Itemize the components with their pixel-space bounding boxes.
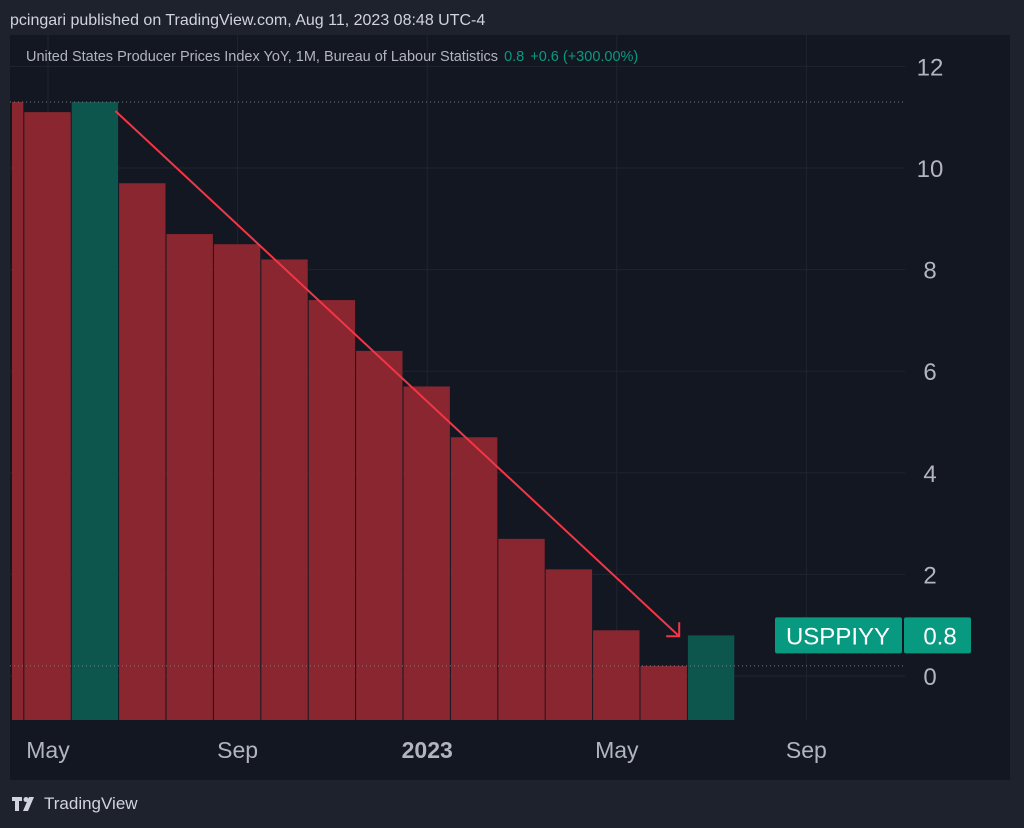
symbol-badge-label: USPPIYY	[786, 623, 890, 650]
bar-may-2023	[593, 630, 640, 720]
y-tick-label: 0	[923, 664, 936, 691]
bar-aug-2022	[166, 234, 213, 721]
bar-apr-2022	[12, 101, 24, 720]
bar-mar-2023	[498, 538, 545, 720]
legend-value: 0.8	[504, 49, 525, 65]
published-header: pcingari published on TradingView.com, A…	[10, 12, 486, 29]
footer-brand: TradingView	[44, 794, 138, 813]
bar-jun-2022	[71, 101, 119, 720]
x-tick-label: Sep	[217, 737, 258, 763]
symbol-badge	[775, 617, 902, 654]
legend-change: +0.6 (+300.00%)	[530, 49, 639, 65]
bar-may-2022	[24, 112, 71, 721]
y-tick-label: 4	[923, 461, 936, 488]
y-tick-label: 10	[917, 156, 944, 183]
bar-jun-2023	[640, 665, 687, 720]
y-tick-label: 6	[923, 359, 936, 386]
bar-sep-2022	[213, 244, 261, 720]
x-tick-label: May	[26, 737, 70, 763]
chart-legend: United States Producer Prices Index YoY,…	[26, 49, 638, 65]
y-tick-label: 2	[923, 562, 936, 589]
value-badge	[904, 617, 971, 654]
legend-title: United States Producer Prices Index YoY,…	[26, 49, 499, 65]
bar-nov-2022	[308, 300, 356, 720]
bar-jul-2023	[687, 635, 735, 720]
chart-panel[interactable]: 0 2 4 6 8 10 12 May Sep 2023 May Sep USPPIYY 0.8 Unit…	[10, 35, 1010, 780]
bar-oct-2022	[261, 259, 308, 720]
footer-logo[interactable]: TradingView	[12, 794, 138, 814]
bar-apr-2023	[545, 569, 593, 720]
bar-jul-2022	[119, 183, 166, 721]
value-badge-label: 0.8	[923, 623, 956, 650]
x-tick-label: 2023	[402, 737, 453, 763]
bar-jan-2023	[403, 386, 450, 720]
x-tick-label: Sep	[786, 737, 827, 763]
bar-feb-2023	[450, 437, 498, 720]
x-tick-label: May	[595, 737, 639, 763]
bar-chart[interactable]: 0 2 4 6 8 10 12 May Sep 2023 May Sep USPPIYY 0.8	[10, 35, 1010, 780]
bar-dec-2022	[356, 350, 403, 720]
trend-arrow	[114, 110, 680, 638]
trend-arrow-head	[666, 622, 681, 638]
y-tick-label: 8	[923, 258, 936, 285]
y-tick-label: 12	[917, 54, 944, 81]
tradingview-logo-icon	[12, 797, 34, 811]
